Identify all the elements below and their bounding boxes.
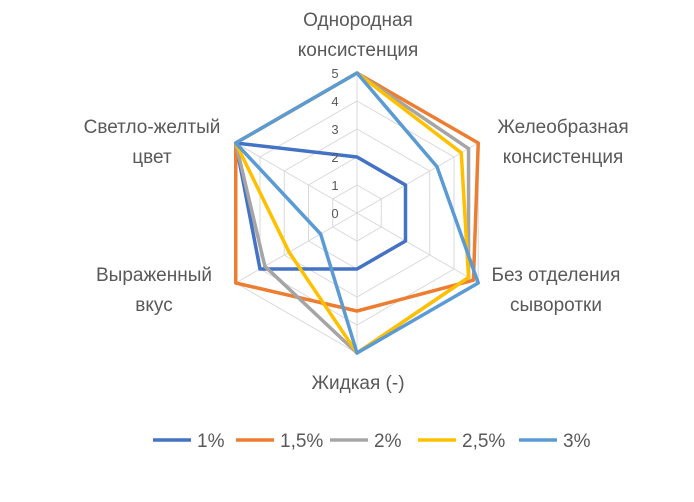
axis-label-2-line-0: Без отделения: [492, 265, 621, 286]
legend: 1% 1,5% 2% 2,5% 3%: [153, 431, 591, 452]
tick-label-3: 3: [331, 122, 338, 137]
axis-label-5-line-1: цвет: [132, 147, 172, 168]
axis-labels: Однородная консистенция Желеобразная консис…: [84, 10, 629, 394]
grid-spoke-4: [235, 212, 358, 284]
legend-label-4: 3%: [563, 431, 591, 452]
series-4-line: [234, 71, 480, 355]
grid-spoke-2: [356, 212, 479, 284]
axis-label-4-line-0: Выраженный: [96, 265, 212, 286]
axis-label-4-line-1: вкус: [135, 295, 172, 316]
axis-label-1-line-0: Желеобразная: [497, 117, 628, 138]
tick-label-4: 4: [331, 94, 338, 109]
axis-label-0-line-1: консистенция: [298, 40, 419, 61]
axis-label-5-line-0: Светло-желтый: [84, 117, 221, 138]
axis-label-0-line-0: Однородная: [303, 10, 413, 31]
radar-series: [234, 71, 480, 355]
legend-label-2: 2%: [374, 431, 402, 452]
radial-tick-labels: 0 1 2 3 4 5: [331, 66, 338, 221]
tick-label-0: 0: [331, 206, 338, 221]
axis-label-2-line-1: сыворотки: [510, 295, 602, 316]
grid-spoke-1: [356, 142, 479, 214]
axis-label-3-line-0: Жидкая (-): [311, 373, 404, 394]
tick-label-5: 5: [331, 66, 338, 81]
grid-spoke-5: [235, 142, 358, 214]
tick-label-1: 1: [331, 178, 338, 193]
axis-label-1-line-1: консистенция: [503, 147, 624, 168]
legend-label-1: 1,5%: [280, 431, 323, 452]
tick-label-2: 2: [331, 150, 338, 165]
legend-label-0: 1%: [197, 431, 225, 452]
legend-label-3: 2,5%: [462, 431, 505, 452]
